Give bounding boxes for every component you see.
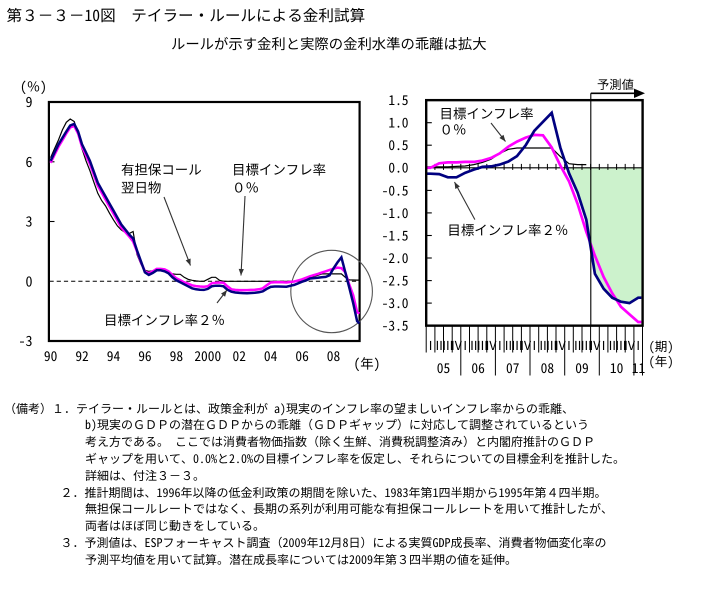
- svg-text:Ⅳ: Ⅳ: [554, 336, 566, 354]
- svg-text:(％): (％): [20, 75, 47, 95]
- svg-text:Ⅳ: Ⅳ: [450, 336, 462, 354]
- svg-text:(期): (期): [649, 336, 674, 355]
- svg-text:92: 92: [75, 345, 89, 365]
- svg-text:有担保コール: 有担保コール: [121, 159, 202, 179]
- svg-text:Ⅱ: Ⅱ: [571, 336, 583, 354]
- svg-text:Ⅰ: Ⅰ: [597, 336, 609, 354]
- svg-text:Ⅱ: Ⅱ: [606, 336, 618, 354]
- svg-text:-1.0: -1.0: [382, 202, 409, 222]
- svg-text:06: 06: [471, 357, 485, 377]
- svg-text:Ⅰ: Ⅰ: [494, 336, 506, 354]
- svg-text:Ⅲ: Ⅲ: [476, 336, 488, 354]
- svg-text:0: 0: [26, 271, 33, 291]
- svg-text:(年): (年): [649, 351, 674, 370]
- svg-text:Ⅰ: Ⅰ: [528, 336, 540, 354]
- svg-text:-3.5: -3.5: [382, 315, 409, 335]
- svg-text:Ⅰ: Ⅰ: [563, 336, 575, 354]
- svg-text:Ⅲ: Ⅲ: [615, 336, 627, 354]
- svg-text:目標インフレ率: 目標インフレ率: [440, 102, 534, 122]
- svg-text:1.0: 1.0: [388, 112, 408, 132]
- svg-text:Ⅳ: Ⅳ: [485, 336, 497, 354]
- svg-text:6: 6: [26, 152, 33, 172]
- svg-text:11: 11: [632, 357, 646, 377]
- svg-text:目標インフレ率２％: 目標インフレ率２％: [447, 219, 568, 239]
- svg-text:Ⅱ: Ⅱ: [433, 336, 445, 354]
- svg-text:目標インフレ率: 目標インフレ率: [232, 159, 326, 179]
- svg-text:Ⅰ: Ⅰ: [459, 336, 471, 354]
- svg-text:07: 07: [506, 357, 520, 377]
- svg-text:-3.0: -3.0: [382, 292, 409, 312]
- svg-text:-1.5: -1.5: [382, 224, 409, 244]
- svg-text:04: 04: [264, 345, 278, 365]
- svg-text:-0.5: -0.5: [382, 179, 409, 199]
- svg-text:98: 98: [170, 345, 184, 365]
- svg-text:(年): (年): [354, 353, 381, 373]
- svg-text:9: 9: [26, 92, 33, 112]
- svg-text:Ⅲ: Ⅲ: [511, 336, 523, 354]
- svg-text:Ⅲ: Ⅲ: [442, 336, 454, 354]
- svg-text:0.0: 0.0: [388, 157, 408, 177]
- svg-text:Ⅰ: Ⅰ: [632, 336, 644, 354]
- svg-text:10: 10: [610, 357, 623, 377]
- svg-text:Ⅱ: Ⅱ: [537, 336, 549, 354]
- svg-text:０％: ０％: [232, 177, 259, 197]
- svg-text:Ⅱ: Ⅱ: [502, 336, 514, 354]
- svg-text:02: 02: [232, 345, 246, 365]
- svg-text:Ⅲ: Ⅲ: [580, 336, 592, 354]
- svg-text:0.5: 0.5: [388, 134, 408, 154]
- svg-text:Ⅲ: Ⅲ: [545, 336, 557, 354]
- svg-text:3: 3: [26, 212, 33, 232]
- svg-text:-2.5: -2.5: [382, 269, 409, 289]
- svg-text:94: 94: [107, 345, 121, 365]
- svg-text:09: 09: [575, 357, 588, 377]
- svg-text:-2.0: -2.0: [382, 247, 409, 267]
- svg-text:Ⅳ: Ⅳ: [520, 336, 532, 354]
- svg-text:06: 06: [295, 345, 309, 365]
- svg-text:2000: 2000: [194, 345, 221, 365]
- svg-text:翌日物: 翌日物: [121, 177, 161, 197]
- svg-text:目標インフレ率２％: 目標インフレ率２％: [104, 309, 225, 329]
- svg-text:予測値: 予測値: [597, 75, 634, 93]
- svg-text:05: 05: [437, 357, 450, 377]
- svg-text:０％: ０％: [440, 118, 467, 138]
- svg-text:Ⅳ: Ⅳ: [589, 336, 601, 354]
- svg-text:Ⅳ: Ⅳ: [623, 336, 635, 354]
- svg-text:08: 08: [327, 345, 341, 365]
- svg-text:1.5: 1.5: [388, 89, 408, 109]
- svg-text:-3: -3: [19, 331, 33, 351]
- svg-text:08: 08: [541, 357, 555, 377]
- svg-text:96: 96: [138, 345, 152, 365]
- svg-text:Ⅰ: Ⅰ: [424, 336, 436, 354]
- svg-text:Ⅱ: Ⅱ: [468, 336, 480, 354]
- svg-text:90: 90: [44, 345, 57, 365]
